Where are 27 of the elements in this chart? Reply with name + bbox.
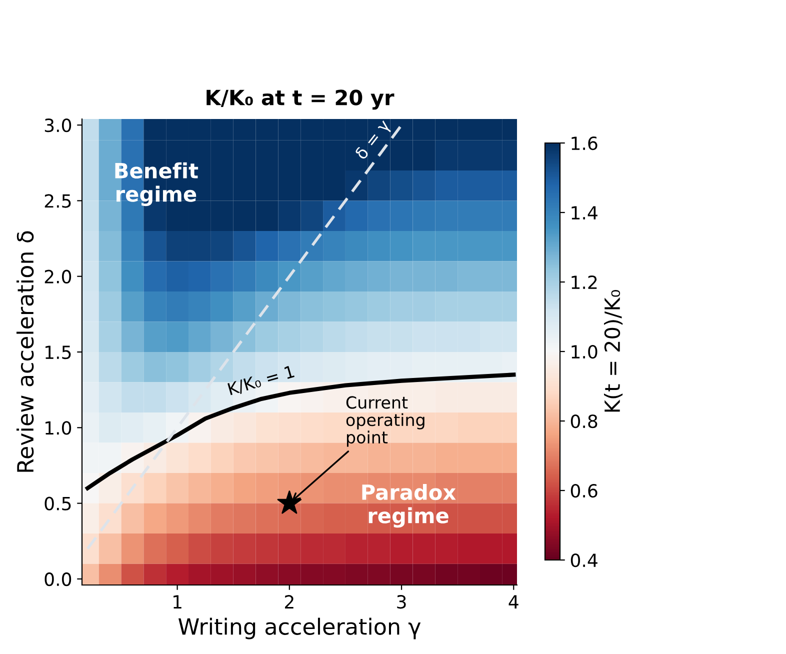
color-bar-title: K(t = 20)/K₀ [604,290,623,412]
y-tick-label: 2.0 [44,270,72,284]
y-tick-label: 1.5 [46,346,71,360]
y-tick-label: 0.5 [44,496,71,510]
color-bar-label: 0.6 [570,484,598,498]
color-bar-label: 1.2 [572,275,597,289]
color-bar-label: 0.4 [570,553,598,568]
annotation: Benefit regime [115,162,198,206]
y-tick-label: 2.5 [44,194,71,208]
color-bar-label: 1.4 [572,206,598,220]
x-tick-label: 3 [397,595,406,609]
annotation: δ = γ [354,118,394,162]
x-tick-label: 4 [508,595,518,608]
x-tick-label: 2 [284,595,294,608]
y-tick-label: 1.0 [46,421,72,435]
annotation: Paradox regime [362,484,456,528]
color-bar-label: 1.0 [572,344,598,359]
x-tick-label: 1 [174,595,182,608]
color-bar-label: 1.6 [572,136,598,150]
annotation: Current operating point [346,396,424,447]
annotation: K/K₀ = 1 [228,365,295,397]
y-tick-label: 0.0 [44,572,72,586]
y-axis-title: Review acceleration δ [16,231,34,472]
color-bar-label: 0.8 [570,414,598,428]
x-axis-title: Writing acceleration γ [178,618,421,640]
chart-title: K/K₀ at t = 20 yr [206,90,394,110]
y-tick-label: 3.0 [44,118,72,132]
